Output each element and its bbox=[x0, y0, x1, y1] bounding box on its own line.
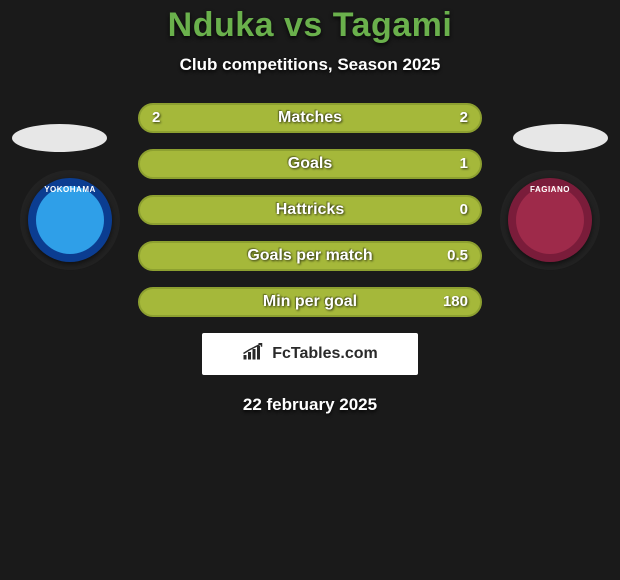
stat-row: Min per goal 180 bbox=[138, 287, 482, 317]
left-club-name: YOKOHAMA bbox=[44, 185, 96, 194]
footer-logo-box: FcTables.com bbox=[202, 333, 418, 375]
right-club-badge: FAGIANO bbox=[500, 170, 600, 270]
stat-value-right: 1 bbox=[460, 151, 468, 177]
stat-value-right: 180 bbox=[443, 289, 468, 315]
date-text: 22 february 2025 bbox=[0, 395, 620, 415]
right-ellipse-decor bbox=[513, 124, 608, 152]
stat-label: Goals bbox=[288, 155, 332, 173]
stat-label: Min per goal bbox=[263, 293, 357, 311]
infographic-container: Nduka vs Tagami Club competitions, Seaso… bbox=[0, 0, 620, 580]
stat-pill: Hattricks 0 bbox=[138, 195, 482, 225]
stat-pill: Goals per match 0.5 bbox=[138, 241, 482, 271]
right-club-name: FAGIANO bbox=[530, 185, 570, 194]
stat-value-right: 0.5 bbox=[447, 243, 468, 269]
stat-row: Goals per match 0.5 bbox=[138, 241, 482, 271]
stat-value-right: 2 bbox=[460, 105, 468, 131]
stat-label: Hattricks bbox=[276, 201, 344, 219]
page-title: Nduka vs Tagami bbox=[0, 6, 620, 45]
stat-row: Goals 1 bbox=[138, 149, 482, 179]
subtitle: Club competitions, Season 2025 bbox=[0, 55, 620, 75]
stat-row: Hattricks 0 bbox=[138, 195, 482, 225]
stat-row: Matches 2 2 bbox=[138, 103, 482, 133]
chart-growth-icon bbox=[242, 342, 266, 367]
stat-label: Matches bbox=[278, 109, 342, 127]
stat-value-right: 0 bbox=[460, 197, 468, 223]
stat-label: Goals per match bbox=[247, 247, 372, 265]
footer-text: FcTables.com bbox=[272, 345, 378, 363]
left-ellipse-decor bbox=[12, 124, 107, 152]
stat-value-left: 2 bbox=[152, 105, 160, 131]
stat-pill: Min per goal 180 bbox=[138, 287, 482, 317]
left-club-badge: YOKOHAMA bbox=[20, 170, 120, 270]
stat-pill: Matches 2 2 bbox=[138, 103, 482, 133]
stat-pill: Goals 1 bbox=[138, 149, 482, 179]
